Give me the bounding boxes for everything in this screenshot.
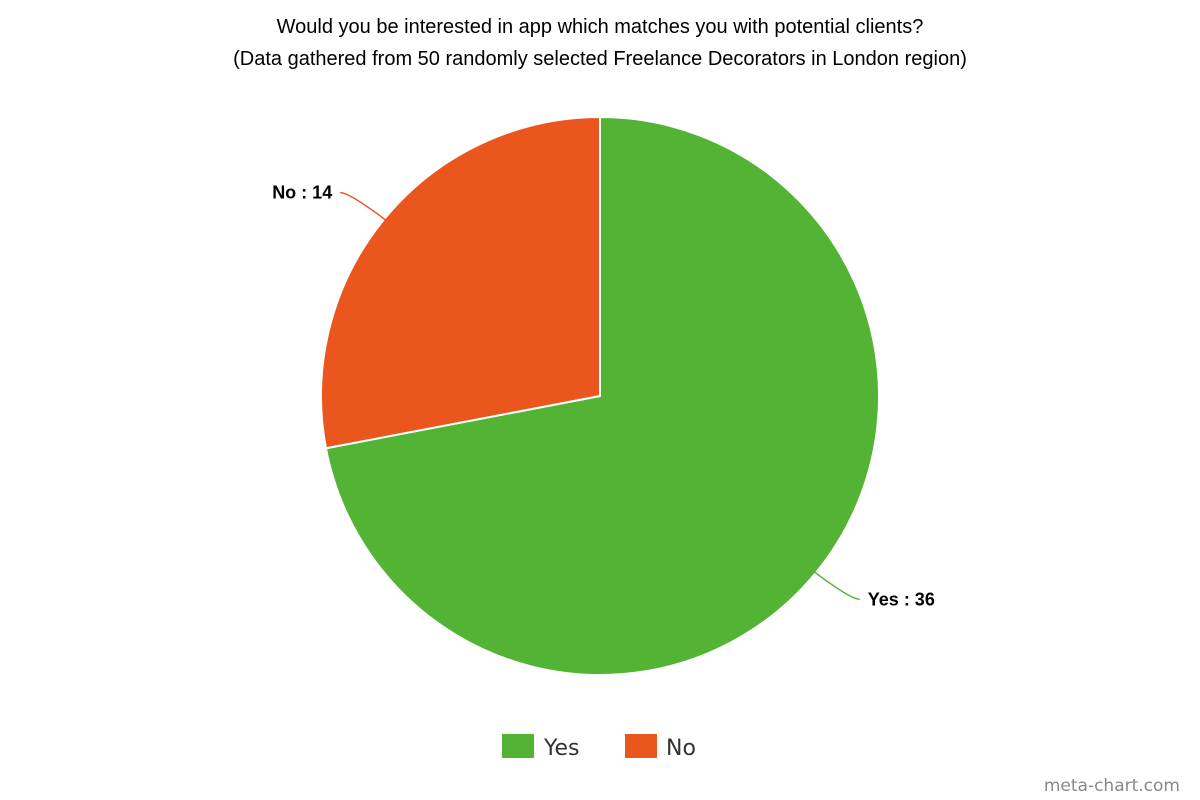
legend-label-yes: Yes	[543, 736, 580, 761]
watermark: meta-chart.com	[1044, 776, 1180, 796]
label-leader-lines	[340, 191, 860, 601]
legend-label-no: No	[666, 736, 696, 761]
legend-swatch-yes	[502, 734, 534, 758]
leader-line-no	[340, 191, 432, 257]
leader-line-yes	[768, 535, 860, 601]
chart-subtitle: (Data gathered from 50 randomly selected…	[233, 48, 967, 70]
pie-slice-yes	[324, 116, 880, 676]
chart-title: Would you be interested in app which mat…	[277, 16, 924, 38]
data-labels: Yes : 36 No : 14	[272, 183, 935, 610]
pie-slices	[320, 116, 880, 676]
data-label-yes: Yes : 36	[868, 589, 935, 609]
data-label-no: No : 14	[272, 183, 332, 203]
legend: Yes No	[502, 734, 696, 761]
legend-swatch-no	[625, 734, 657, 758]
pie-slice-no	[320, 116, 601, 450]
